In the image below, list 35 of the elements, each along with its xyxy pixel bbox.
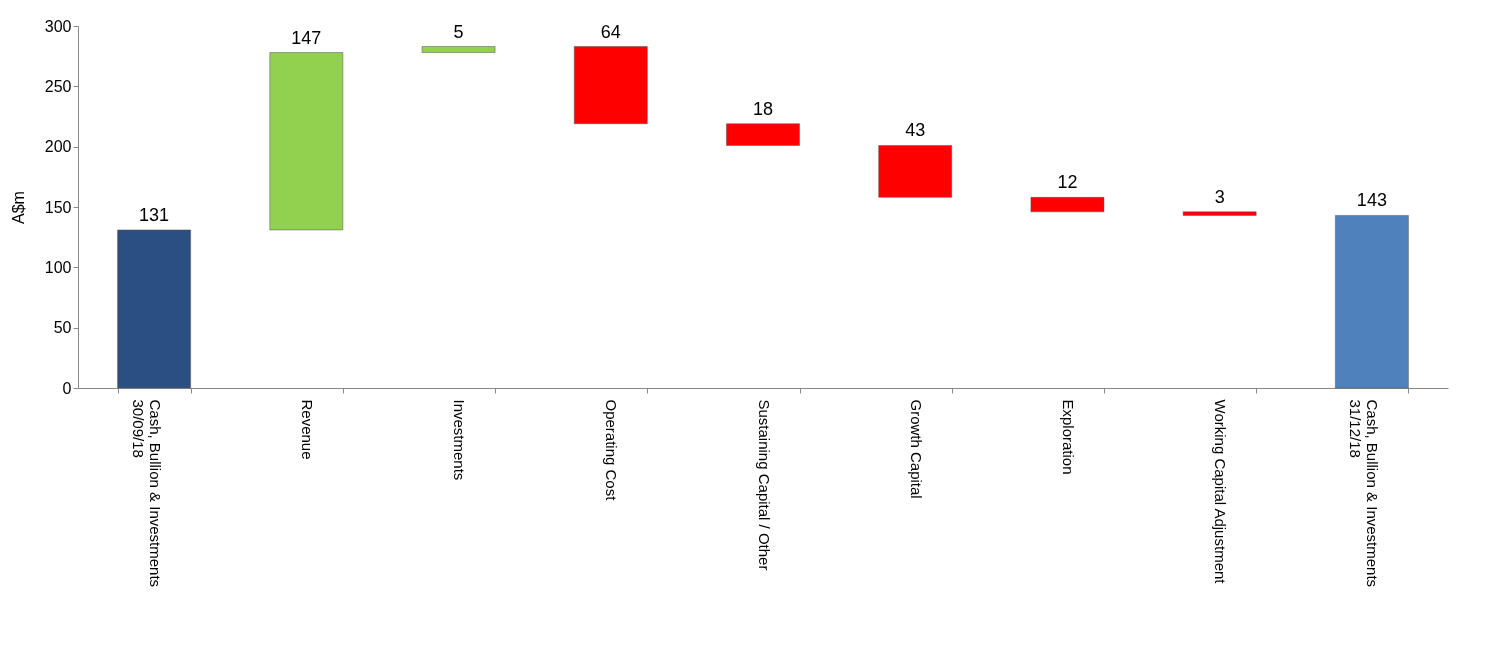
bar	[726, 123, 800, 146]
data-label: 131	[139, 204, 170, 225]
y-axis-title: A$m	[9, 191, 27, 224]
bar	[878, 145, 953, 198]
x-tick-label: Operating Cost	[603, 399, 621, 502]
bar	[421, 46, 496, 53]
data-label: 12	[1057, 172, 1078, 193]
x-tick-label: Working Capital Adjustment	[1212, 399, 1230, 585]
y-tick-label: 100	[44, 258, 72, 276]
bar	[117, 229, 191, 389]
x-tick-label: Investments	[451, 399, 469, 481]
bar	[1335, 215, 1409, 389]
x-tick-label: Growth Capital	[907, 399, 925, 499]
x-tick-label: Revenue	[298, 399, 316, 460]
y-tick-label: 300	[44, 17, 72, 35]
data-label: 3	[1214, 186, 1225, 207]
bar	[1030, 197, 1105, 213]
bar	[1182, 211, 1257, 216]
x-tick-label: Cash, Bullion & Investments 30/09/18	[129, 399, 164, 588]
x-tick-label: Sustaining Capital / Other	[755, 399, 773, 571]
y-tick-label: 50	[53, 319, 72, 337]
bar	[573, 46, 648, 124]
data-label: 43	[905, 120, 926, 141]
y-tick-label: 250	[44, 77, 72, 95]
y-tick-label: 200	[44, 138, 72, 156]
data-label: 5	[453, 21, 464, 42]
bar	[269, 52, 344, 231]
data-label: 147	[291, 27, 322, 48]
y-tick-label: 150	[44, 198, 72, 216]
data-label: 143	[1356, 190, 1387, 211]
data-label: 64	[600, 21, 621, 42]
data-label: 18	[752, 98, 774, 119]
x-tick-label: Cash, Bullion & Investments 31/12/18	[1347, 399, 1382, 588]
x-tick-label: Exploration	[1059, 399, 1077, 475]
y-tick-label: 0	[62, 379, 72, 397]
